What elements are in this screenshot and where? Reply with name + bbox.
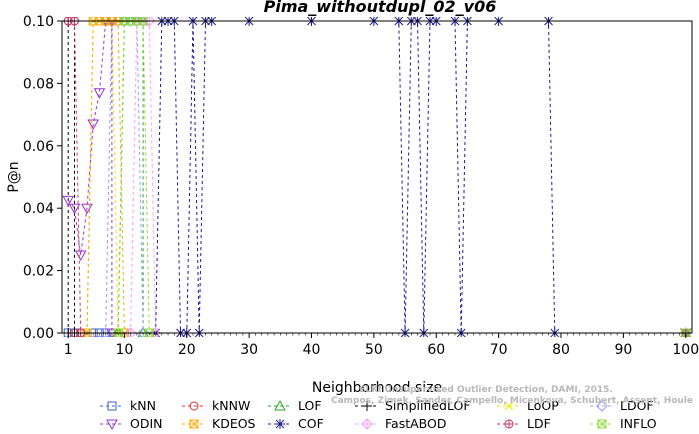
series-simplifiedlof xyxy=(63,17,691,337)
x-tick-label: 100 xyxy=(672,342,699,358)
y-tick-label: 0.04 xyxy=(23,201,54,217)
legend-swatch-marker xyxy=(274,399,286,411)
x-tick-label: 50 xyxy=(365,342,383,358)
legend-swatch-marker xyxy=(504,401,514,411)
legend-item-lof: LOF xyxy=(268,398,322,413)
legend-label: INFLO xyxy=(620,416,657,431)
legend-swatch-marker xyxy=(504,419,514,429)
data-point-odin xyxy=(68,203,81,215)
data-point-odin xyxy=(93,88,106,99)
y-tick-label: 0.06 xyxy=(23,139,54,155)
series-line-ldof xyxy=(105,20,686,334)
watermark-line2: Campos, Zimek, Sander, Campello, Micenko… xyxy=(331,396,693,406)
legend-item-ldof: LDOF xyxy=(590,398,654,413)
legend-swatch-marker xyxy=(189,401,199,411)
legend-swatch-marker xyxy=(107,401,117,411)
series-line-odin xyxy=(67,20,686,334)
x-tick-label: 90 xyxy=(614,342,632,358)
legend-label: FastABOD xyxy=(385,416,447,431)
legend-item-odin: ODIN xyxy=(100,416,163,431)
data-point-odin xyxy=(62,195,75,207)
legend-label: COF xyxy=(298,416,324,431)
series-line-loop xyxy=(86,20,686,334)
series-ldf xyxy=(63,17,691,337)
legend-label: kNN xyxy=(130,398,156,413)
series-knnw xyxy=(63,17,691,337)
series-line-fastabod xyxy=(130,20,686,334)
y-tick-label: 0.02 xyxy=(23,264,54,280)
legend-label: LOF xyxy=(298,398,322,413)
legend-label: LoOP xyxy=(527,398,559,413)
x-axis: 1 10 20 30 40 50 60 70 80 90 100 xyxy=(64,333,699,358)
x-tick-label: 10 xyxy=(115,342,133,358)
legend-swatch-marker xyxy=(596,400,608,412)
legend-swatch-marker xyxy=(106,419,118,431)
x-axis-label: Neighborhood size xyxy=(312,380,442,396)
legend-swatch-marker xyxy=(597,419,607,429)
legend-label: SimplifiedLOF xyxy=(385,398,471,413)
legend-item-kdeos: KDEOS xyxy=(182,416,256,431)
legend-item-knnw: kNNW xyxy=(182,398,250,413)
legend-item-ldf: LDF xyxy=(497,416,551,431)
legend-swatch-marker xyxy=(361,418,373,430)
x-tick-label: 40 xyxy=(303,342,321,358)
legend-swatch-marker xyxy=(189,419,199,429)
data-point-odin xyxy=(74,250,87,262)
plot-frame xyxy=(61,20,693,334)
x-tick-label: 1 xyxy=(64,342,73,358)
legend: kNN kNNW LOF SimplifiedLOF LoOP LDOF ODIN KDEOS… xyxy=(100,398,657,431)
legend-item-loop: LoOP xyxy=(497,398,559,413)
legend-swatch-marker xyxy=(275,419,285,429)
watermark-line1: ELKI Unsupervised Outlier Detection, DAM… xyxy=(359,385,613,395)
x-tick-label: 20 xyxy=(178,342,196,358)
series-cof xyxy=(150,17,691,337)
series-layer xyxy=(62,17,692,337)
legend-item-simplifiedlof: SimplifiedLOF xyxy=(355,398,471,413)
legend-label: KDEOS xyxy=(212,416,256,431)
chart-title: Pima_withoutdupl_02_v06 xyxy=(264,0,497,16)
legend-item-inflo: INFLO xyxy=(590,416,657,431)
series-kdeos xyxy=(82,17,691,337)
series-ldof xyxy=(99,17,692,337)
legend-item-knn: kNN xyxy=(100,398,156,413)
x-tick-label: 70 xyxy=(490,342,508,358)
legend-item-fastabod: FastABOD xyxy=(355,416,447,431)
data-point-odin xyxy=(81,203,93,215)
y-tick-label: 0.08 xyxy=(23,76,54,92)
x-tick-label: 60 xyxy=(427,342,445,358)
series-loop xyxy=(82,17,691,337)
data-point-odin xyxy=(87,119,100,130)
series-line-cof xyxy=(155,20,686,334)
legend-label: kNNW xyxy=(212,398,250,413)
y-axis-label: P@n xyxy=(6,161,22,192)
legend-label: ODIN xyxy=(130,416,163,431)
legend-item-cof: COF xyxy=(268,416,324,431)
series-odin xyxy=(62,17,692,337)
data-point-ldof xyxy=(99,327,112,337)
legend-swatch-marker xyxy=(362,401,372,411)
y-tick-label: 0.00 xyxy=(23,326,54,342)
x-tick-label: 80 xyxy=(552,342,570,358)
data-point-ldof xyxy=(137,327,149,337)
x-tick-label: 30 xyxy=(240,342,258,358)
y-tick-label: 0.10 xyxy=(23,14,54,30)
legend-label: LDF xyxy=(527,416,551,431)
series-line-kdeos xyxy=(86,20,686,334)
legend-label: LDOF xyxy=(620,398,654,413)
y-axis: 0.00 0.02 0.04 0.06 0.08 0.10 xyxy=(23,14,62,342)
